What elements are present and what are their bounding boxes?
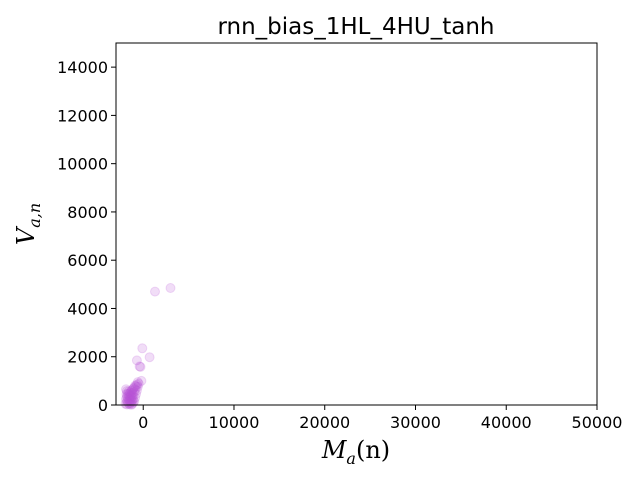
scatter-point — [135, 361, 146, 372]
scatter-point — [132, 377, 143, 388]
scatter-point — [126, 396, 137, 407]
scatter-point — [121, 386, 132, 396]
x-axis-ticks: 0 10000 20000 30000 40000 50000 — [138, 405, 622, 432]
y-tick-label: 4000 — [67, 299, 108, 318]
y-axis-ticks: 0 2000 4000 6000 8000 10000 12000 14000 — [57, 58, 116, 415]
scatter-point — [127, 399, 138, 409]
scatter-point — [131, 385, 142, 396]
x-tick-label: 0 — [138, 413, 148, 432]
scatter-point — [129, 396, 140, 407]
scatter-point — [122, 397, 133, 408]
chart-title: rnn_bias_1HL_4HU_tanh — [217, 14, 494, 40]
scatter-point — [121, 394, 131, 404]
scatter-point — [121, 389, 132, 400]
scatter-point — [130, 380, 141, 391]
x-axis-label: Ma(n) — [321, 436, 390, 468]
x-tick-label: 10000 — [209, 413, 260, 432]
scatter-point — [134, 361, 145, 372]
points-layer — [120, 283, 176, 410]
scatter-point — [144, 352, 155, 363]
scatter-point — [123, 390, 134, 401]
x-tick-label: 20000 — [299, 413, 350, 432]
x-tick-label: 50000 — [572, 413, 623, 432]
scatter-point — [129, 387, 140, 397]
scatter-point — [124, 399, 135, 410]
scatter-point — [121, 384, 131, 395]
scatter-point — [130, 392, 141, 403]
scatter-point — [125, 390, 136, 401]
y-tick-label: 6000 — [67, 251, 108, 270]
scatter-point — [131, 379, 142, 390]
scatter-point — [129, 382, 140, 393]
scatter-point — [121, 391, 132, 402]
scatter-point — [131, 355, 142, 366]
scatter-point — [124, 392, 135, 403]
scatter-point — [128, 383, 139, 394]
scatter-point — [127, 387, 138, 398]
scatter-point — [127, 385, 138, 395]
scatter-point — [133, 378, 144, 389]
scatter-point — [120, 398, 131, 409]
scatter-point — [137, 343, 148, 354]
scatter-point — [122, 393, 133, 404]
scatter-point — [131, 381, 141, 392]
scatter-point — [126, 392, 137, 403]
scatter-point — [124, 388, 135, 399]
y-axis-label: Va,n — [12, 203, 44, 245]
y-tick-label: 2000 — [67, 348, 108, 367]
scatter-point — [130, 384, 141, 395]
scatter-point — [125, 387, 136, 398]
x-tick-label: 40000 — [481, 413, 532, 432]
y-tick-label: 14000 — [57, 58, 108, 77]
scatter-point — [123, 398, 134, 409]
scatter-point — [122, 388, 133, 399]
scatter-point — [123, 386, 134, 397]
scatter-point — [126, 385, 137, 396]
scatter-point — [132, 381, 143, 392]
scatter-point — [165, 283, 176, 293]
scatter-point — [126, 389, 137, 400]
y-tick-label: 0 — [98, 396, 108, 415]
y-tick-label: 10000 — [57, 155, 108, 174]
scatter-point — [121, 396, 132, 407]
scatter-point — [136, 375, 147, 386]
scatter-point — [128, 393, 139, 404]
x-tick-label: 30000 — [390, 413, 441, 432]
plot-frame — [115, 42, 598, 406]
scatter-point — [131, 389, 141, 400]
scatter-point — [128, 389, 139, 400]
scatter-point — [123, 394, 134, 405]
scatter-point — [127, 391, 138, 402]
y-tick-label: 8000 — [67, 203, 108, 222]
y-tick-label: 12000 — [57, 106, 108, 125]
scatter-point — [125, 394, 136, 405]
scatter-point — [150, 286, 160, 297]
